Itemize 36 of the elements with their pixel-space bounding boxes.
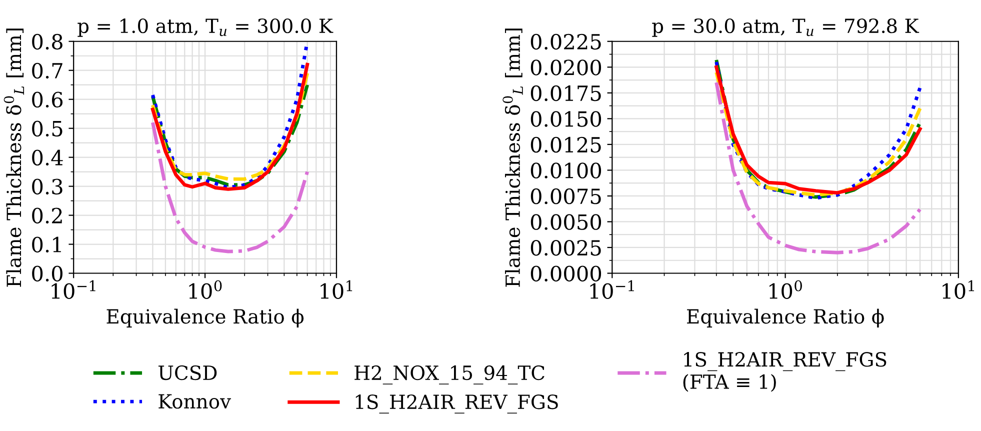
y-tick-label: 0.7 [32,62,62,79]
y-tick-label: 0.8 [32,34,62,50]
y-tick-label: 0.0000 [530,266,602,282]
legend-label: Konnov [158,394,231,409]
y-axis-title: Flame Thickness δ$^{0}$$_{L}$ [mm] [502,28,523,287]
x-tick-label: 10$^{1}$ [942,280,974,299]
y-tick-label: 0.0125 [530,136,601,153]
x-axis-title: Equivalence Ratio ϕ [106,308,304,328]
y-tick-label: 0.0175 [530,85,601,102]
y-tick-label: 0.0225 [530,34,601,50]
y-tick-label: 0.0 [32,266,62,282]
x-axis-title: Equivalence Ratio ϕ [687,308,884,328]
y-tick-label: 0.0025 [530,240,601,256]
x-tick-label: 10$^{−1}$ [52,280,96,299]
y-tick-label: 0.3 [32,178,62,195]
y-tick-label: 0.0075 [530,188,601,204]
legend-label: H2_NOX_15_94_TC [354,365,544,384]
y-tick-label: 0.0050 [530,214,602,230]
y-axis-title: Flame Thickness δ$^{0}$$_{L}$ [mm] [4,28,24,287]
x-tick-label: 10$^{1}$ [320,280,352,299]
y-tick-label: 0.1 [32,236,61,252]
y-tick-label: 0.0150 [530,111,602,127]
legend-label: 1S_H2AIR_REV_FGS [356,394,558,414]
chart-title: p = 1.0 atm, T$_{u}$ = 300.0 K [78,18,334,37]
y-tick-label: 0.6 [32,92,63,108]
x-tick-label: 10$^{0}$ [189,280,222,299]
y-tick-label: 0.0100 [530,162,602,178]
legend-label: 1S_H2AIR_REV_FGS (FTA ≡ 1) [683,352,886,392]
y-tick-label: 0.2 [32,208,62,224]
x-tick-label: 10$^{−1}$ [590,280,634,299]
y-tick-label: 0.4 [32,150,63,166]
chart-title: p = 30.0 atm, T$_{u}$ = 792.8 K [652,18,920,37]
x-tick-label: 10$^{0}$ [770,280,802,299]
y-tick-label: 0.5 [32,120,62,137]
y-tick-label: 0.0200 [530,60,602,76]
legend-label: UCSD [158,365,217,380]
